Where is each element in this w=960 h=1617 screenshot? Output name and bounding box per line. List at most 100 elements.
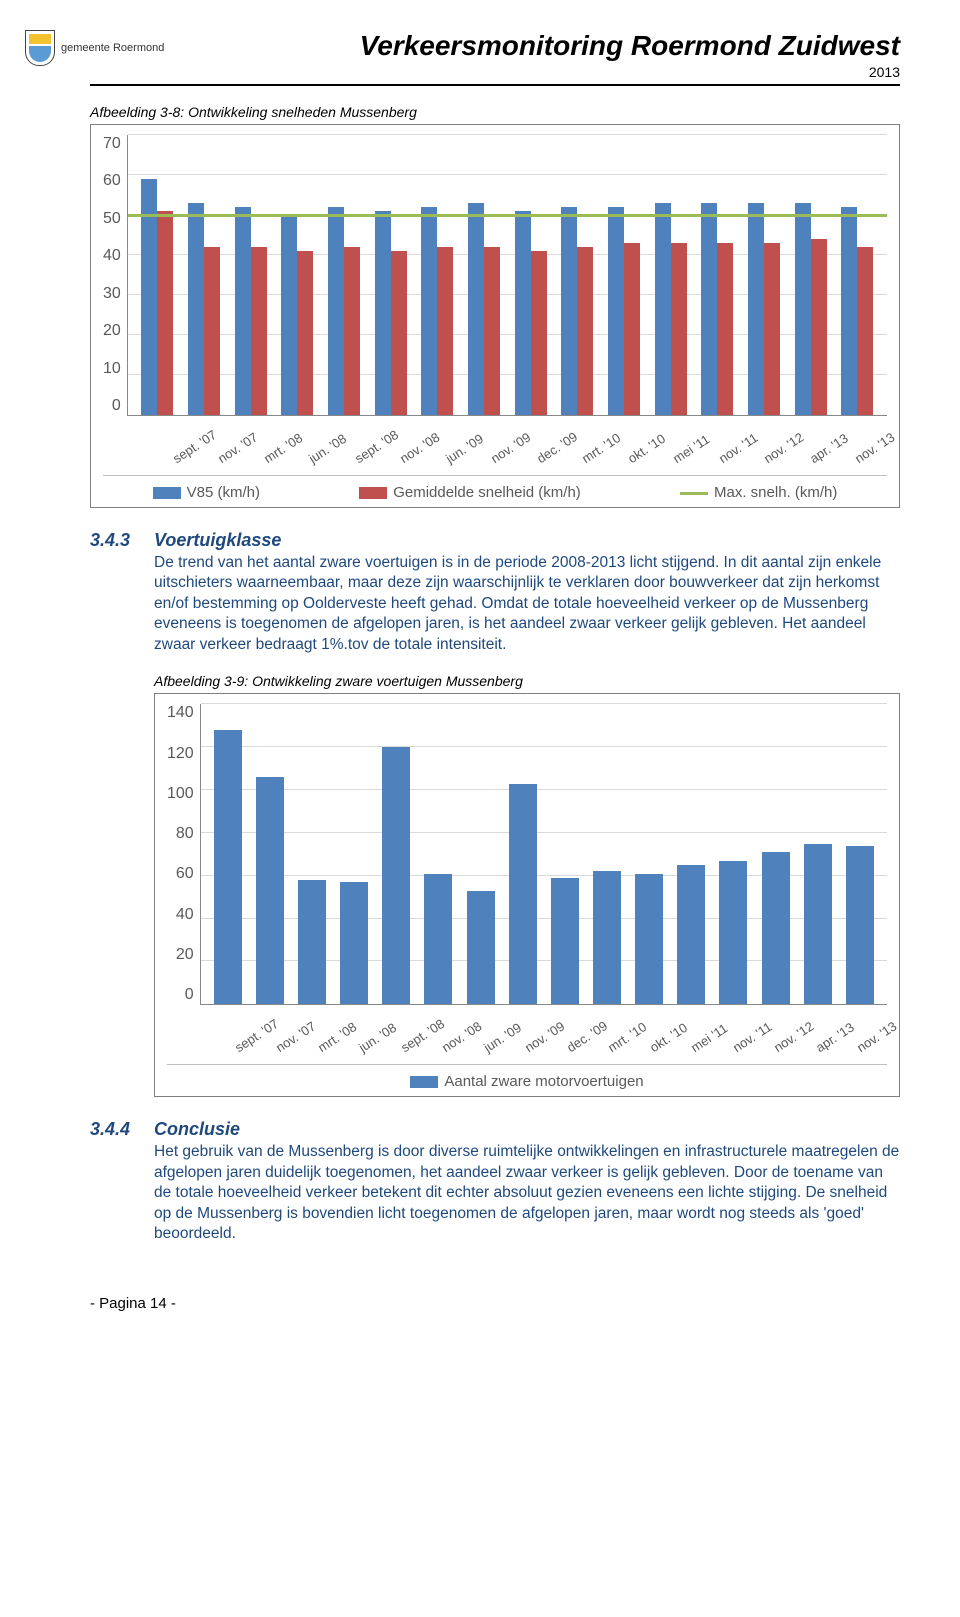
bar <box>484 247 500 415</box>
bar <box>214 730 242 1004</box>
bar-group <box>841 207 873 415</box>
bar-group <box>635 874 663 1005</box>
xtick-label: nov. '12 <box>754 420 803 466</box>
ytick-label: 80 <box>176 825 194 843</box>
bar <box>437 247 453 415</box>
bar-group <box>340 882 368 1004</box>
legend-swatch <box>410 1076 438 1088</box>
ytick-label: 10 <box>103 360 121 378</box>
xtick-label: nov. '13 <box>847 1009 896 1055</box>
bar-group <box>424 874 452 1005</box>
chart2-legend: Aantal zware motorvoertuigen <box>167 1064 887 1090</box>
bar <box>251 247 267 415</box>
xtick-label: nov. '09 <box>481 420 530 466</box>
xtick-label: sept. '08 <box>344 420 393 466</box>
xtick-label: mrt. '08 <box>253 420 302 466</box>
max-speed-line <box>128 214 887 217</box>
xtick-label: jun. '09 <box>435 420 484 466</box>
bar-group <box>762 852 790 1004</box>
ytick-label: 60 <box>103 172 121 190</box>
xtick-label: nov. '07 <box>208 420 257 466</box>
bar-group <box>298 880 326 1004</box>
ytick-label: 40 <box>176 906 194 924</box>
legend-item: Aantal zware motorvoertuigen <box>410 1073 643 1090</box>
bar-group <box>795 203 827 415</box>
bar <box>188 203 204 415</box>
bar <box>297 251 313 415</box>
bar <box>719 861 747 1005</box>
bar <box>468 203 484 415</box>
page-header: gemeente Roermond Verkeersmonitoring Roe… <box>90 30 900 86</box>
bar-group <box>515 211 547 415</box>
page-title: Verkeersmonitoring Roermond Zuidwest <box>90 30 900 62</box>
ytick-label: 50 <box>103 210 121 228</box>
ytick-label: 30 <box>103 285 121 303</box>
legend-swatch <box>359 487 387 499</box>
xtick-label: mrt. '10 <box>572 420 621 466</box>
bar <box>655 203 671 415</box>
section-343-num: 3.4.3 <box>90 530 140 655</box>
bar-group <box>235 207 267 415</box>
logo-label: gemeente Roermond <box>61 42 164 54</box>
chart2-xaxis: sept. '07nov. '07mrt. '08jun. '08sept. '… <box>211 1005 887 1038</box>
bar-group <box>509 784 537 1005</box>
bar-group <box>468 203 500 415</box>
bar <box>701 203 717 415</box>
bar <box>624 243 640 415</box>
bar-group <box>188 203 220 415</box>
bar-group <box>655 203 687 415</box>
bar <box>762 852 790 1004</box>
xtick-label: sept. '07 <box>162 420 211 466</box>
bar <box>841 207 857 415</box>
bar <box>804 844 832 1005</box>
bar-group <box>608 207 640 415</box>
legend-swatch <box>680 492 708 495</box>
ytick-label: 20 <box>103 322 121 340</box>
ytick-label: 0 <box>112 397 121 415</box>
bar <box>677 865 705 1004</box>
bar-group <box>846 846 874 1005</box>
ytick-label: 100 <box>167 785 194 803</box>
page-footer: - Pagina 14 - <box>90 1295 900 1312</box>
bar-group <box>421 207 453 415</box>
bar <box>671 243 687 415</box>
bar <box>281 215 297 415</box>
legend-swatch <box>153 487 181 499</box>
bar <box>235 207 251 415</box>
bar <box>391 251 407 415</box>
chart2-frame: 140120100806040200 sept. '07nov. '07mrt.… <box>154 693 900 1097</box>
page-year: 2013 <box>90 64 900 80</box>
bar <box>421 207 437 415</box>
bar <box>424 874 452 1005</box>
bar <box>846 846 874 1005</box>
crest-icon <box>25 30 55 66</box>
bar-group <box>719 861 747 1005</box>
bar <box>748 203 764 415</box>
bar <box>204 247 220 415</box>
legend-item: Gemiddelde snelheid (km/h) <box>359 484 581 501</box>
xtick-label: apr. '13 <box>799 420 848 466</box>
bar <box>857 247 873 415</box>
bar-group <box>593 871 621 1004</box>
bar <box>551 878 579 1004</box>
bar-group <box>748 203 780 415</box>
bar-group <box>677 865 705 1004</box>
xtick-label: nov. '11 <box>708 420 757 466</box>
ytick-label: 120 <box>167 745 194 763</box>
ytick-label: 20 <box>176 946 194 964</box>
bar <box>811 239 827 415</box>
chart1-yaxis: 706050403020100 <box>103 135 127 415</box>
bar <box>635 874 663 1005</box>
section-344-title: Conclusie <box>154 1119 900 1140</box>
bar <box>157 211 173 415</box>
bar <box>593 871 621 1004</box>
ytick-label: 60 <box>176 865 194 883</box>
bar <box>382 747 410 1004</box>
xtick-label: okt. '10 <box>617 420 666 466</box>
bar <box>764 243 780 415</box>
bar-group <box>561 207 593 415</box>
chart1-bars <box>128 135 887 415</box>
bar-group <box>701 203 733 415</box>
bar <box>375 211 391 415</box>
bar-group <box>804 844 832 1005</box>
